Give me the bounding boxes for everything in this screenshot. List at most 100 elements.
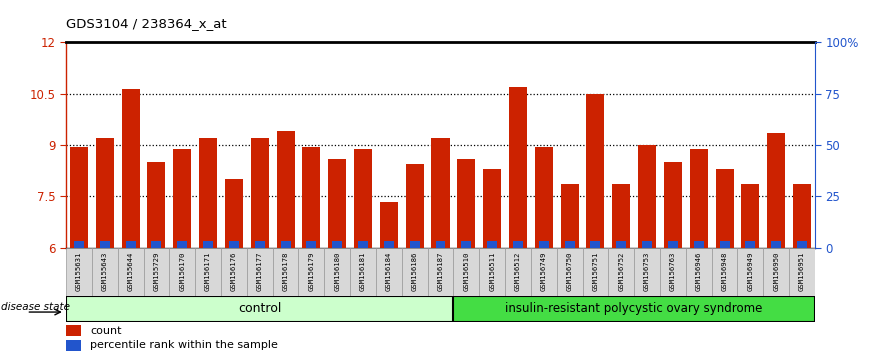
- Bar: [668, 241, 677, 248]
- Bar: [126, 241, 136, 248]
- Bar: [539, 241, 549, 248]
- FancyBboxPatch shape: [92, 248, 118, 296]
- Text: GSM156510: GSM156510: [463, 252, 470, 291]
- FancyBboxPatch shape: [789, 248, 815, 296]
- Bar: [229, 241, 239, 248]
- Text: GSM156951: GSM156951: [799, 252, 805, 291]
- FancyBboxPatch shape: [169, 248, 196, 296]
- FancyBboxPatch shape: [582, 248, 609, 296]
- Bar: [612, 184, 630, 248]
- Text: GSM156752: GSM156752: [618, 252, 625, 291]
- Text: GSM156171: GSM156171: [205, 252, 211, 291]
- FancyBboxPatch shape: [376, 248, 402, 296]
- FancyBboxPatch shape: [712, 248, 737, 296]
- Text: GSM156749: GSM156749: [541, 252, 547, 291]
- Bar: [174, 149, 191, 248]
- Bar: [513, 241, 523, 248]
- Bar: [225, 179, 243, 248]
- Bar: [797, 241, 807, 248]
- FancyBboxPatch shape: [196, 248, 221, 296]
- FancyBboxPatch shape: [737, 248, 763, 296]
- FancyBboxPatch shape: [144, 248, 169, 296]
- Bar: [354, 149, 372, 248]
- Bar: [664, 162, 682, 248]
- FancyBboxPatch shape: [634, 248, 660, 296]
- Text: GSM156184: GSM156184: [386, 252, 392, 291]
- Text: GSM156946: GSM156946: [696, 252, 702, 291]
- Bar: [590, 241, 601, 248]
- FancyBboxPatch shape: [660, 248, 685, 296]
- Bar: [358, 241, 368, 248]
- Text: GSM156178: GSM156178: [283, 252, 289, 291]
- Bar: [767, 133, 785, 248]
- Bar: [307, 241, 316, 248]
- FancyBboxPatch shape: [454, 248, 479, 296]
- Bar: [152, 241, 161, 248]
- Text: GSM156948: GSM156948: [722, 252, 728, 291]
- FancyBboxPatch shape: [299, 248, 324, 296]
- FancyBboxPatch shape: [557, 248, 582, 296]
- Text: GSM156763: GSM156763: [670, 252, 676, 291]
- FancyBboxPatch shape: [272, 248, 299, 296]
- FancyBboxPatch shape: [609, 248, 634, 296]
- FancyBboxPatch shape: [247, 248, 272, 296]
- Bar: [380, 202, 398, 248]
- Text: insulin-resistant polycystic ovary syndrome: insulin-resistant polycystic ovary syndr…: [506, 302, 763, 315]
- Bar: [277, 131, 294, 248]
- Bar: [255, 241, 264, 248]
- Bar: [690, 149, 707, 248]
- Text: GSM155729: GSM155729: [153, 252, 159, 291]
- Bar: [457, 159, 476, 248]
- Bar: [587, 94, 604, 248]
- FancyBboxPatch shape: [531, 248, 557, 296]
- Bar: [435, 241, 446, 248]
- FancyBboxPatch shape: [118, 248, 144, 296]
- Bar: [771, 241, 781, 248]
- Text: GSM156180: GSM156180: [334, 252, 340, 291]
- Bar: [280, 241, 291, 248]
- Text: GSM155644: GSM155644: [128, 252, 134, 291]
- Bar: [405, 164, 424, 248]
- FancyBboxPatch shape: [763, 248, 789, 296]
- Text: GSM156950: GSM156950: [774, 252, 779, 291]
- Bar: [720, 241, 729, 248]
- Text: GSM156176: GSM156176: [231, 252, 237, 291]
- Bar: [74, 241, 84, 248]
- FancyBboxPatch shape: [685, 248, 712, 296]
- Bar: [715, 169, 734, 248]
- Bar: [487, 241, 497, 248]
- FancyBboxPatch shape: [66, 296, 454, 322]
- Text: GSM156751: GSM156751: [592, 252, 598, 291]
- Text: GSM156512: GSM156512: [515, 252, 521, 291]
- Bar: [565, 241, 574, 248]
- Text: GSM156179: GSM156179: [308, 252, 315, 291]
- Text: percentile rank within the sample: percentile rank within the sample: [91, 340, 278, 350]
- Bar: [199, 138, 217, 248]
- Text: GSM156177: GSM156177: [256, 252, 263, 291]
- Bar: [560, 184, 579, 248]
- Bar: [693, 241, 704, 248]
- Text: GSM156511: GSM156511: [489, 252, 495, 291]
- Text: GSM156187: GSM156187: [438, 252, 443, 291]
- Text: count: count: [91, 326, 122, 336]
- FancyBboxPatch shape: [402, 248, 427, 296]
- Bar: [535, 147, 552, 248]
- Bar: [302, 147, 321, 248]
- Bar: [122, 88, 140, 248]
- Text: GSM155643: GSM155643: [102, 252, 107, 291]
- Text: disease state: disease state: [2, 302, 70, 312]
- Bar: [204, 241, 213, 248]
- Text: GSM156181: GSM156181: [360, 252, 366, 291]
- Bar: [66, 340, 81, 351]
- FancyBboxPatch shape: [324, 248, 350, 296]
- FancyBboxPatch shape: [479, 248, 505, 296]
- Bar: [100, 241, 110, 248]
- Bar: [483, 169, 501, 248]
- Bar: [70, 147, 88, 248]
- FancyBboxPatch shape: [505, 248, 531, 296]
- Text: GSM156949: GSM156949: [747, 252, 753, 291]
- Bar: [410, 241, 419, 248]
- Text: GSM156753: GSM156753: [644, 252, 650, 291]
- Bar: [66, 325, 81, 336]
- Bar: [332, 241, 342, 248]
